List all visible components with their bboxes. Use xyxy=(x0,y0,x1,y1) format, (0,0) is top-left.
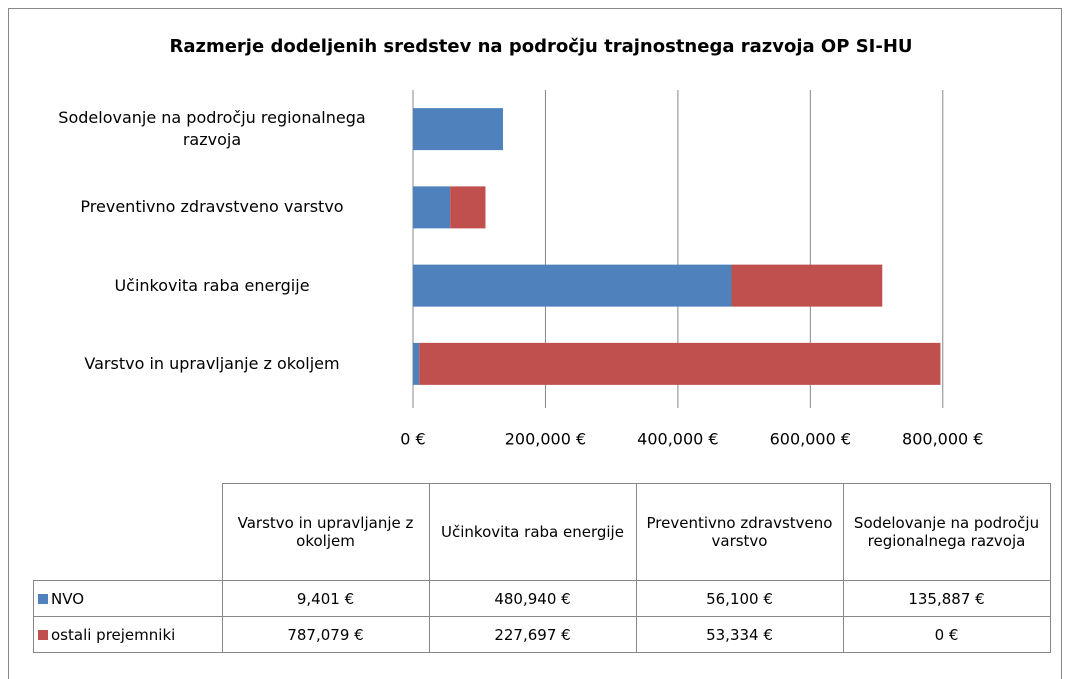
table-cell: 227,697 € xyxy=(428,616,637,653)
bar xyxy=(413,108,503,151)
legend-swatch xyxy=(38,593,48,604)
table-header: Učinkovita raba energije xyxy=(428,483,637,581)
table-cell: 135,887 € xyxy=(842,580,1051,617)
legend-label: ostali prejemniki xyxy=(51,625,176,644)
y-tick-label: Varstvo in upravljanje z okoljem xyxy=(84,353,340,373)
bar xyxy=(419,342,941,385)
table-cell: 53,334 € xyxy=(635,616,844,653)
y-tick-label: Sodelovanje na področju regionalnega raz… xyxy=(58,108,366,150)
chart-frame xyxy=(8,8,1062,679)
table-header: Preventivno zdravstveno varstvo xyxy=(635,483,844,581)
table-header: Varstvo in upravljanje z okoljem xyxy=(221,483,430,581)
x-tick-label: 0 € xyxy=(400,430,425,449)
table-row: NVO 9,401 €480,940 €56,100 €135,887 € xyxy=(33,580,1051,617)
table-cell: 0 € xyxy=(842,616,1051,653)
x-tick-label: 800,000 € xyxy=(902,430,983,449)
x-tick-label: 600,000 € xyxy=(770,430,851,449)
table-corner xyxy=(33,483,223,581)
table-cell: 480,940 € xyxy=(428,580,637,617)
x-tick-label: 400,000 € xyxy=(637,430,718,449)
table-cell: 56,100 € xyxy=(635,580,844,617)
data-table: Varstvo in upravljanje z okoljem Učinkovi… xyxy=(33,483,1051,653)
x-tick-label: 200,000 € xyxy=(505,430,586,449)
bar xyxy=(413,264,732,307)
chart-title: Razmerje dodeljenih sredstev na področju… xyxy=(169,36,912,57)
table-header: Sodelovanje na področju regionalnega raz… xyxy=(842,483,1051,581)
y-tick-label: Preventivno zdravstveno varstvo xyxy=(80,197,344,217)
bar xyxy=(731,264,883,307)
bar xyxy=(450,186,486,229)
legend-entry: ostali prejemniki xyxy=(33,616,223,653)
table-row: ostali prejemniki 787,079 €227,697 €53,33… xyxy=(33,616,1051,653)
y-tick-label: Učinkovita raba energije xyxy=(114,275,310,295)
bar xyxy=(413,186,451,229)
table-cell: 9,401 € xyxy=(221,580,430,617)
legend-swatch xyxy=(38,629,48,640)
bar xyxy=(413,342,420,385)
legend-label: NVO xyxy=(51,589,85,608)
legend-entry: NVO xyxy=(33,580,223,617)
table-header-row: Varstvo in upravljanje z okoljem Učinkovi… xyxy=(33,483,1051,581)
table-cell: 787,079 € xyxy=(221,616,430,653)
